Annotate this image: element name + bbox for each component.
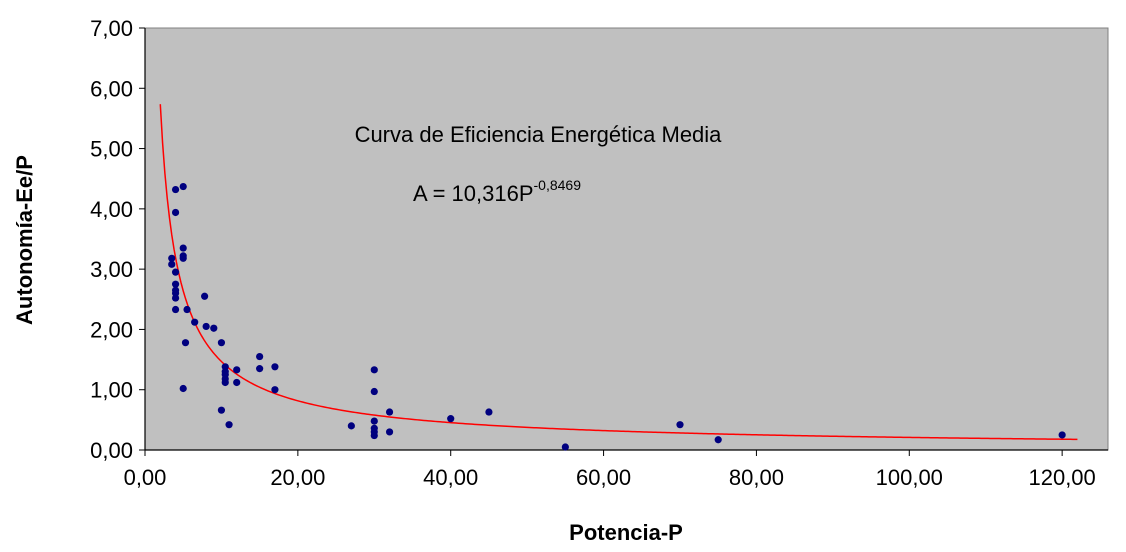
data-point [202, 322, 210, 331]
x-tick-label: 60,00 [576, 465, 631, 490]
data-point [181, 339, 190, 347]
data-point [171, 294, 180, 302]
y-tick-label: 0,00 [90, 438, 133, 463]
y-tick-label: 7,00 [90, 16, 133, 41]
data-point [225, 421, 233, 429]
x-tick-label: 40,00 [423, 465, 478, 490]
data-point [171, 185, 180, 194]
data-point [179, 244, 187, 252]
data-point [233, 378, 241, 387]
data-point [217, 406, 226, 414]
data-point [171, 268, 180, 276]
x-tick-label: 80,00 [729, 465, 784, 490]
y-tick-label: 6,00 [90, 76, 133, 101]
data-point [201, 292, 209, 300]
data-point [370, 417, 378, 425]
data-point [676, 421, 684, 429]
data-point [370, 431, 378, 440]
data-point [370, 387, 378, 396]
data-point [168, 254, 176, 262]
data-point [183, 305, 191, 314]
data-point [256, 352, 264, 361]
data-point [217, 339, 226, 347]
data-point [1058, 431, 1066, 439]
annotation-title: Curva de Eficiencia Energética Media [355, 122, 723, 147]
data-point [221, 378, 229, 387]
x-axis-ticks: 0,00 20,00 40,00 60,00 80,00 100,00 120,00 [124, 450, 1096, 490]
data-point [210, 324, 218, 332]
plot-area [144, 27, 1109, 451]
data-point [191, 318, 199, 326]
data-point [370, 366, 378, 374]
data-point [179, 182, 187, 191]
data-point [256, 365, 264, 373]
trendline-curve [159, 104, 1078, 441]
y-axis-title: Autonomía-Ee/P [12, 155, 37, 325]
data-point [171, 208, 180, 217]
axes [144, 28, 1108, 451]
data-point [485, 408, 493, 416]
data-point [561, 443, 569, 451]
data-points [168, 182, 1066, 451]
x-tick-label: 0,00 [124, 465, 167, 490]
data-point [385, 428, 394, 436]
annotation-equation-base: A = 10,316P [413, 181, 534, 206]
x-tick-label: 100,00 [876, 465, 943, 490]
data-point [179, 254, 187, 262]
data-point [179, 384, 187, 393]
y-tick-label: 3,00 [90, 257, 133, 282]
x-tick-label: 120,00 [1028, 465, 1095, 490]
data-point [347, 422, 355, 430]
annotation-equation-exponent: -0,8469 [534, 177, 582, 193]
x-axis-title: Potencia-P [569, 520, 683, 545]
data-point [171, 305, 180, 314]
y-tick-label: 2,00 [90, 317, 133, 342]
annotation-equation: A = 10,316P-0,8469 [413, 177, 581, 206]
data-point [168, 260, 176, 268]
y-tick-label: 5,00 [90, 137, 133, 162]
y-axis-ticks: 0,00 1,00 2,00 3,00 4,00 5,00 6,00 7,00 [90, 16, 145, 463]
x-tick-label: 20,00 [270, 465, 325, 490]
data-point [171, 280, 180, 288]
y-tick-label: 1,00 [90, 378, 133, 403]
data-point [271, 363, 279, 371]
data-point [233, 366, 241, 374]
data-point [385, 408, 394, 416]
data-point [447, 415, 455, 423]
y-tick-label: 4,00 [90, 197, 133, 222]
data-point [271, 386, 279, 394]
data-point [714, 436, 722, 444]
